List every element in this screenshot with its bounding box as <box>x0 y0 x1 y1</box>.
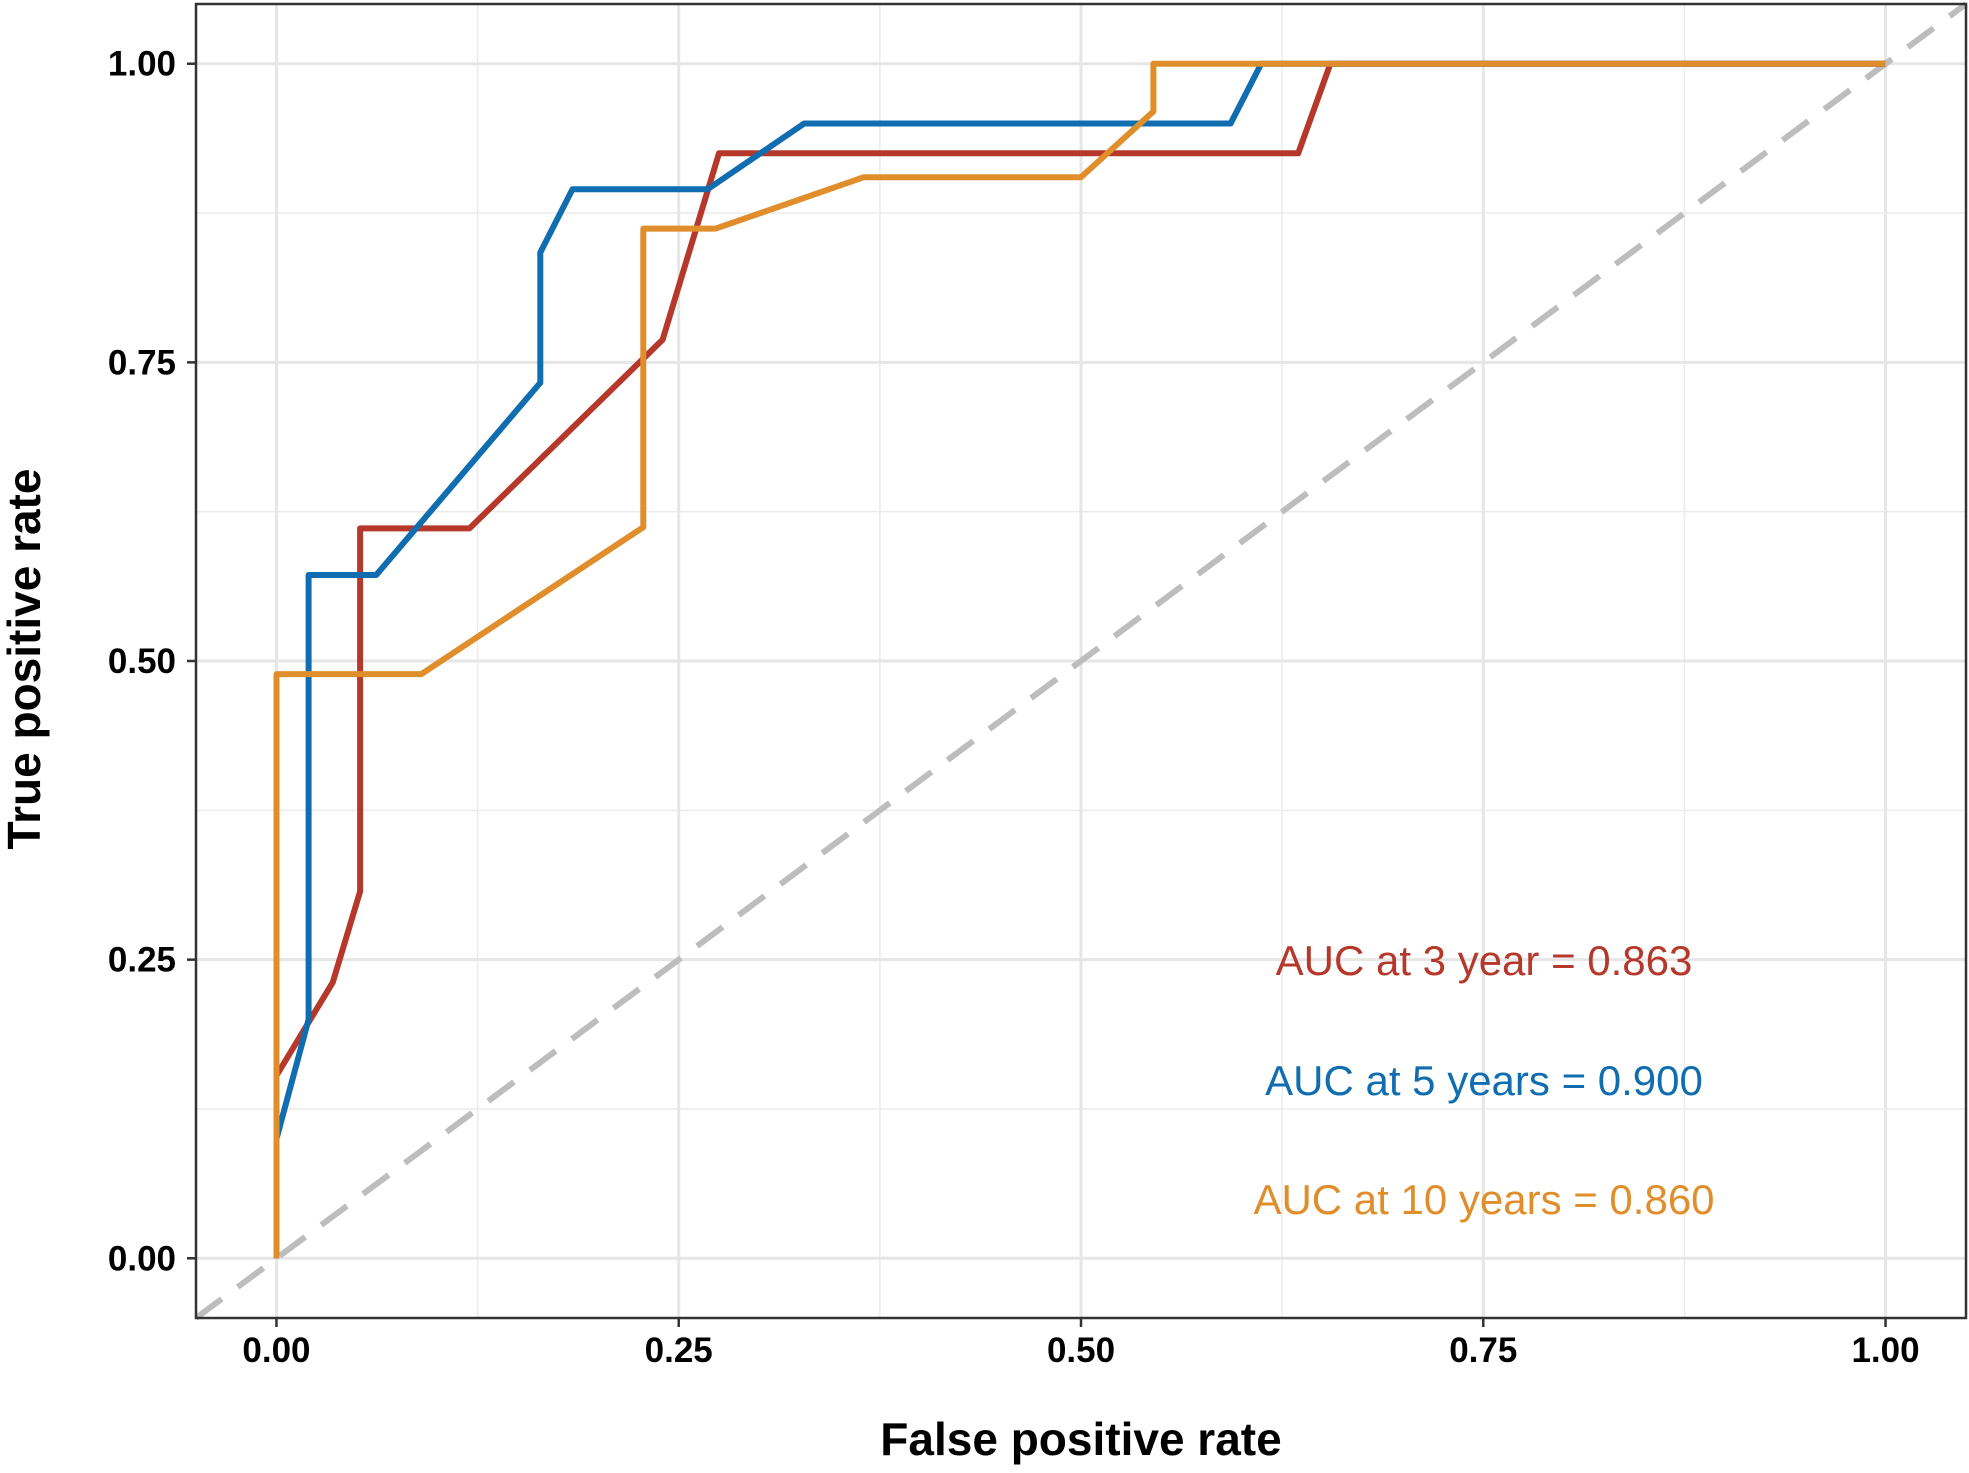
y-tick-label: 0.50 <box>108 642 176 681</box>
auc-3-year-label: AUC at 3 year = 0.863 <box>1276 937 1693 984</box>
x-tick-label: 0.75 <box>1449 1331 1517 1370</box>
y-axis-ticks: 0.00 0.25 0.50 0.75 1.00 <box>108 45 196 1278</box>
roc-curve-10-years <box>273 60 1886 1259</box>
y-tick-label: 0.25 <box>108 941 176 980</box>
y-axis-title: True positive rate <box>0 469 50 850</box>
roc-curve-5-years <box>273 60 1886 1259</box>
y-tick-label: 0.75 <box>108 343 176 382</box>
x-tick-label: 1.00 <box>1851 1331 1919 1370</box>
reference-diagonal-line <box>194 1 1968 1321</box>
x-axis-ticks: 0.00 0.25 0.50 0.75 1.00 <box>242 1318 1920 1370</box>
reference-diagonal <box>194 1 1968 1321</box>
y-tick-label: 1.00 <box>108 45 176 84</box>
roc-curve-3-year <box>273 60 1886 1259</box>
x-tick-label: 0.00 <box>242 1331 310 1370</box>
x-axis-title: False positive rate <box>880 1413 1281 1465</box>
x-tick-label: 0.50 <box>1047 1331 1115 1370</box>
x-tick-label: 0.25 <box>645 1331 713 1370</box>
auc-10-years-label: AUC at 10 years = 0.860 <box>1253 1176 1714 1223</box>
auc-5-years-label: AUC at 5 years = 0.900 <box>1265 1057 1703 1104</box>
roc-curves <box>273 60 1886 1259</box>
y-tick-label: 0.00 <box>108 1239 176 1278</box>
